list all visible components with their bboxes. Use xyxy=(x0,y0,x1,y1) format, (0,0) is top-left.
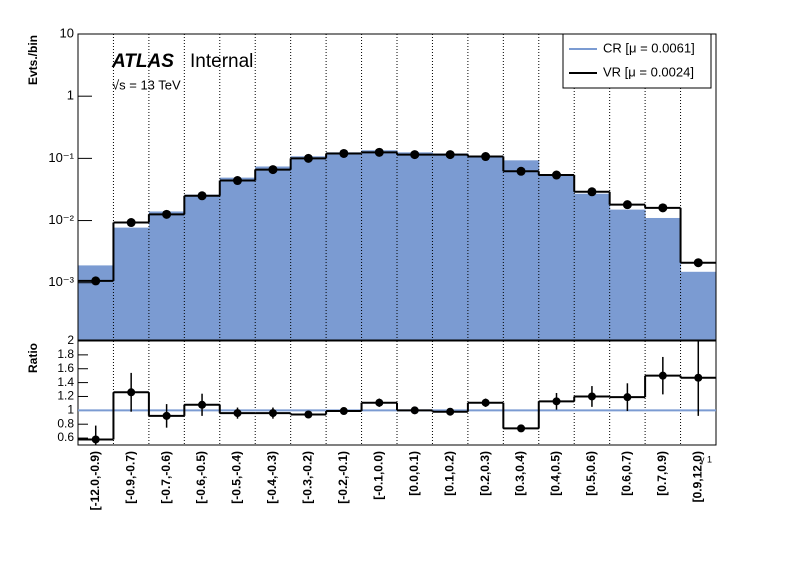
ratio-point xyxy=(233,409,242,418)
vr-point xyxy=(552,170,561,180)
cr-bin xyxy=(184,194,221,340)
ratio-point xyxy=(304,410,313,419)
x-tick-label: [-0.2,-0.1) xyxy=(336,451,350,504)
vr-point xyxy=(91,276,101,286)
cr-bin xyxy=(680,271,717,340)
ratio-y-tick-label: 0.8 xyxy=(57,416,74,430)
ratio-point xyxy=(268,409,277,418)
x-tick-label: [-0.6,-0.5) xyxy=(194,451,208,504)
ratio-y-tick-label: 1.8 xyxy=(57,347,74,361)
ratio-point xyxy=(162,411,171,420)
vr-point xyxy=(622,200,632,210)
cr-bin xyxy=(432,153,469,340)
x-tick-label: [-0.5,-0.4) xyxy=(230,451,244,504)
cr-bin xyxy=(645,217,682,340)
ratio-point xyxy=(587,392,596,401)
cr-bin xyxy=(609,209,646,340)
y-tick-label: 10⁻³ xyxy=(48,274,74,289)
y-tick-label: 1 xyxy=(67,88,74,103)
ratio-y-tick-label: 1 xyxy=(67,403,74,417)
ratio-point xyxy=(410,406,419,415)
ratio-y-tick-label: 1.2 xyxy=(57,389,74,403)
x-tick-label: [0.0,0.1) xyxy=(407,451,421,496)
ratio-point xyxy=(127,388,136,397)
vr-point xyxy=(481,152,491,162)
vr-point xyxy=(126,218,136,228)
y-tick-label: 10⁻² xyxy=(48,212,74,227)
x-axis-label: γ 1 xyxy=(700,454,712,464)
ratio-point xyxy=(481,398,490,407)
vr-point xyxy=(445,150,455,160)
vr-point xyxy=(374,147,384,157)
cr-bin xyxy=(219,177,256,340)
x-tick-label: [0.6,0.7) xyxy=(620,451,634,496)
vr-point xyxy=(339,148,349,158)
ratio-y-tick-label: 1.4 xyxy=(57,375,74,389)
cr-bin xyxy=(574,193,611,340)
atlas-label: ATLAS xyxy=(111,51,174,72)
x-tick-label: [-12.0,-0.9) xyxy=(88,451,102,510)
x-tick-label: [0.2,0.3) xyxy=(478,451,492,496)
ratio-y-tick-label: 2 xyxy=(67,333,74,347)
cr-bin xyxy=(326,152,363,340)
cr-bin xyxy=(255,166,292,340)
ratio-point xyxy=(623,393,632,402)
vr-point xyxy=(410,150,420,160)
x-tick-label: [0.9,12.0) xyxy=(690,451,704,502)
ratio-point xyxy=(446,407,455,416)
vr-point xyxy=(658,203,668,213)
vr-point xyxy=(587,187,597,197)
cr-bin xyxy=(361,150,398,340)
x-tick-label: [0.4,0.5) xyxy=(549,451,563,496)
ratio-axis-label: Ratio xyxy=(26,343,40,373)
cr-bin xyxy=(467,155,504,340)
vr-point xyxy=(516,166,526,176)
ratio-point xyxy=(375,398,384,407)
plot-frame xyxy=(77,33,717,341)
x-tick-label: [-0.4,-0.3) xyxy=(265,451,279,504)
y-tick-label: 10 xyxy=(60,25,74,40)
x-tick-label: [-0.9,-0.7) xyxy=(123,451,137,504)
vr-point xyxy=(693,258,703,268)
cr-bin xyxy=(113,227,150,340)
x-tick-label: [-0.7,-0.6) xyxy=(159,451,173,504)
energy-label: √s = 13 TeV xyxy=(112,77,181,92)
ratio-point xyxy=(552,397,561,406)
x-tick-label: [0.1,0.2) xyxy=(442,451,456,496)
ratio-point xyxy=(339,407,348,416)
vr-point xyxy=(162,209,172,219)
cr-bin xyxy=(397,152,433,340)
vr-point xyxy=(197,191,207,201)
ratio-y-tick-label: 0.6 xyxy=(57,430,74,444)
ratio-point xyxy=(694,373,703,382)
legend-label: VR [μ = 0.0024] xyxy=(603,64,694,79)
legend-box xyxy=(562,33,712,89)
ratio-point xyxy=(198,400,207,409)
x-tick-label: [0.7,0.9) xyxy=(655,451,669,496)
atlas-status: Internal xyxy=(190,51,253,72)
x-tick-label: [0.3,0.4) xyxy=(513,451,527,496)
cr-bin xyxy=(290,156,327,340)
legend-label: CR [μ = 0.0061] xyxy=(603,40,695,55)
y-tick-label: 10⁻¹ xyxy=(48,150,74,165)
ratio-point xyxy=(658,371,667,380)
x-tick-label: [-0.1,0.0) xyxy=(371,451,385,500)
ratio-y-tick-label: 1.6 xyxy=(57,361,74,375)
ratio-point xyxy=(91,435,100,444)
cr-bin xyxy=(538,175,575,340)
vr-point xyxy=(233,176,242,186)
vr-point xyxy=(303,153,313,163)
ratio-point xyxy=(517,424,526,433)
ratio-frame xyxy=(77,340,717,446)
cr-bin xyxy=(148,211,185,340)
x-tick-label: [-0.3,-0.2) xyxy=(301,451,315,504)
cr-bin xyxy=(503,160,540,340)
x-tick-label: [0.5,0.6) xyxy=(584,451,598,496)
vr-point xyxy=(268,165,278,175)
y-axis-label: Evts./bin xyxy=(26,35,40,85)
